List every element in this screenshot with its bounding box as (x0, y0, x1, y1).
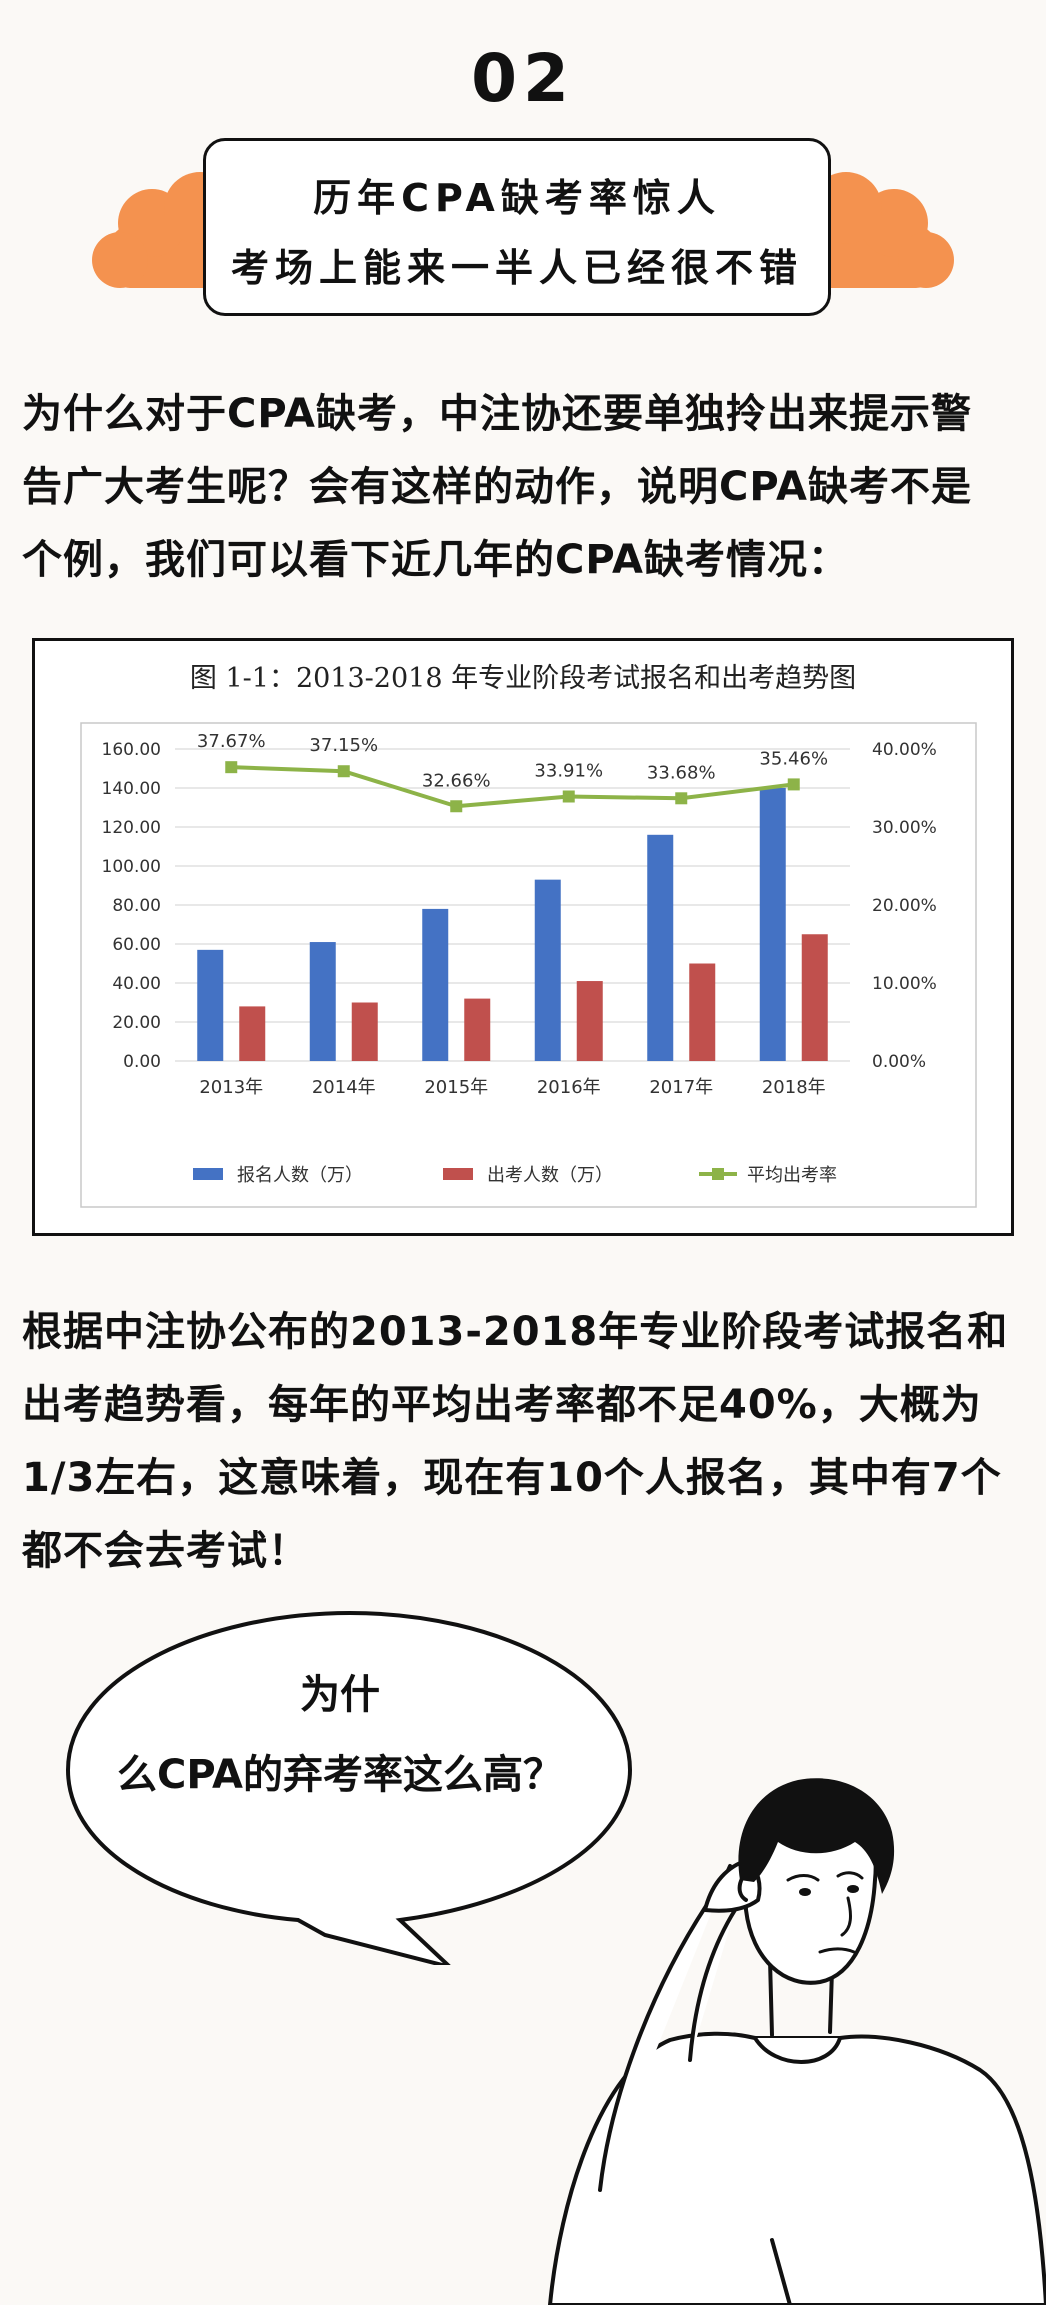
bubble-line-2: 么CPA的弃考率这么高？ (117, 1752, 563, 1798)
speech-bubble (65, 1610, 633, 1965)
bar-attended (351, 1002, 378, 1061)
bar-registered (422, 908, 449, 1061)
attendance-rate-point (787, 778, 800, 791)
section-title-line-1: 历年CPA缺考率惊人 (313, 176, 721, 220)
speech-bubble-text: 为什 么CPA的弃考率这么高？ (70, 1655, 610, 1815)
y-left-tick-label: 140.00 (102, 779, 161, 799)
y-left-tick-label: 60.00 (112, 935, 161, 955)
attendance-rate-point (337, 765, 350, 778)
attendance-rate-point (450, 800, 463, 813)
y-right-tick-label: 30.00% (872, 818, 937, 838)
y-left-tick-label: 100.00 (102, 857, 161, 877)
data-label: 35.46% (759, 748, 828, 769)
x-tick-label: 2018年 (762, 1077, 826, 1098)
bar-registered (759, 788, 786, 1061)
conclusion-line: 出考趋势看，每年的平均出考率都不足40%，大概为 (22, 1382, 982, 1428)
legend-label: 报名人数（万） (237, 1165, 363, 1186)
bar-registered (647, 834, 674, 1061)
x-tick-label: 2015年 (424, 1077, 488, 1098)
thinking-man-illustration (548, 1778, 1046, 2305)
bar-registered (309, 942, 336, 1061)
attendance-rate-point (225, 761, 238, 774)
intro-line: 个例，我们可以看下近几年的CPA缺考情况： (22, 537, 849, 583)
y-right-tick-label: 0.00% (872, 1052, 926, 1072)
x-tick-label: 2014年 (312, 1077, 376, 1098)
attendance-rate-line (231, 765, 794, 809)
data-label: 33.68% (647, 762, 716, 783)
data-label: 32.66% (422, 770, 491, 791)
x-tick-label: 2013年 (199, 1077, 263, 1098)
legend-label: 平均出考率 (747, 1165, 837, 1186)
legend-marker (712, 1168, 724, 1180)
bubble-line-1: 为什 (300, 1672, 380, 1718)
y-left-tick-label: 120.00 (102, 818, 161, 838)
bar-attended (576, 981, 603, 1061)
y-right-tick-label: 10.00% (872, 974, 937, 994)
conclusion-paragraph: 根据中注协公布的2013-2018年专业阶段考试报名和 出考趋势看，每年的平均出… (22, 1296, 1008, 1588)
intro-paragraph: 为什么对于CPA缺考，中注协还要单独拎出来提示警 告广大考生呢？会有这样的动作，… (22, 378, 972, 597)
section-number: 02 (471, 40, 575, 117)
bar-registered (197, 949, 224, 1061)
conclusion-line: 根据中注协公布的2013-2018年专业阶段考试报名和 (22, 1309, 1009, 1355)
data-label: 37.67% (197, 731, 266, 752)
intro-line: 告广大考生呢？会有这样的动作，说明CPA缺考不是 (22, 464, 972, 510)
chart-frame: 图 1-1：2013-2018 年专业阶段考试报名和出考趋势图 0.00 20.0… (32, 638, 1014, 1236)
section-title-line-2: 考场上能来一半人已经很不错 (230, 246, 803, 290)
x-tick-label: 2017年 (649, 1077, 713, 1098)
y-left-tick-label: 160.00 (102, 740, 161, 760)
y-left-tick-label: 40.00 (112, 974, 161, 994)
legend-swatch (443, 1168, 473, 1180)
attendance-rate-point (675, 792, 688, 805)
chart-title: 图 1-1：2013-2018 年专业阶段考试报名和出考趋势图 (190, 663, 856, 694)
bar-attended (801, 934, 828, 1061)
bar-attended (239, 1006, 266, 1061)
bar-registered (534, 879, 561, 1061)
intro-line: 为什么对于CPA缺考，中注协还要单独拎出来提示警 (22, 391, 972, 437)
legend-swatch (193, 1168, 223, 1180)
section-title-box: 历年CPA缺考率惊人 考场上能来一半人已经很不错 (203, 138, 831, 316)
y-right-tick-label: 40.00% (872, 740, 937, 760)
y-left-tick-label: 80.00 (112, 896, 161, 916)
data-label: 33.91% (534, 761, 603, 782)
x-tick-label: 2016年 (537, 1077, 601, 1098)
legend-label: 出考人数（万） (487, 1165, 613, 1186)
conclusion-line: 都不会去考试！ (22, 1528, 309, 1574)
bar-attended (464, 998, 491, 1061)
attendance-rate-point (562, 790, 575, 803)
data-label: 37.15% (309, 735, 378, 756)
conclusion-line: 1/3左右，这意味着，现在有10个人报名，其中有7个 (22, 1455, 1002, 1501)
bar-attended (689, 963, 716, 1061)
trend-chart: 图 1-1：2013-2018 年专业阶段考试报名和出考趋势图 0.00 20.0… (80, 663, 977, 1208)
y-left-tick-label: 0.00 (123, 1052, 161, 1072)
y-right-tick-label: 20.00% (872, 896, 937, 916)
y-left-tick-label: 20.00 (112, 1013, 161, 1033)
